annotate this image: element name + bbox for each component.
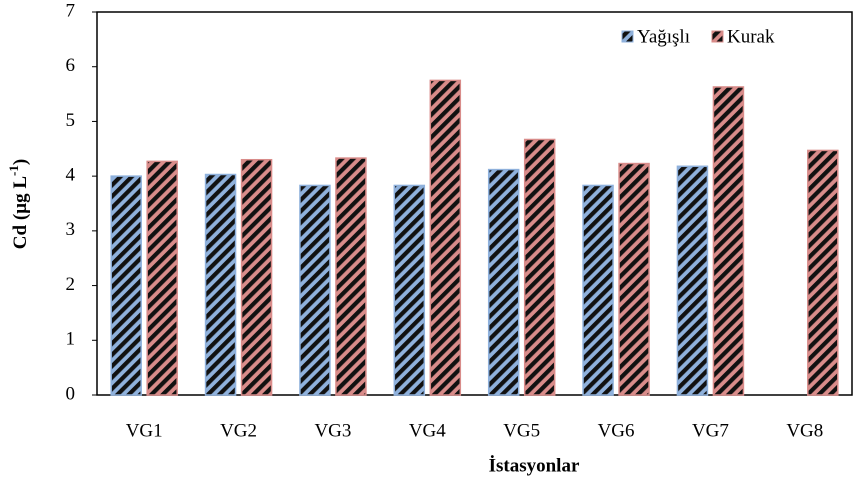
bar	[240, 158, 273, 396]
y-tick-label: 3	[66, 219, 76, 240]
y-tick-label: 6	[66, 55, 76, 76]
bar	[523, 138, 556, 396]
y-label-end: )	[10, 159, 31, 165]
legend-swatch	[621, 30, 634, 43]
x-tick-label: VG5	[503, 420, 540, 441]
legend-swatch	[711, 30, 724, 43]
x-axis-label: İstasyonlar	[489, 455, 580, 476]
x-tick-label: VG1	[126, 420, 163, 441]
bar	[110, 175, 142, 396]
x-tick-label: VG4	[409, 420, 446, 441]
bar	[335, 157, 367, 396]
legend-label: Yağışlı	[637, 26, 690, 47]
bar	[712, 86, 745, 396]
bar	[676, 165, 709, 396]
bar	[618, 162, 650, 396]
bar	[393, 184, 426, 396]
x-tick-label: VG8	[786, 420, 823, 441]
bar	[204, 173, 237, 396]
bar	[807, 149, 839, 396]
y-label-sup: -1	[6, 165, 21, 176]
x-tick-label: VG2	[220, 420, 257, 441]
y-tick-label: 1	[66, 329, 76, 350]
y-tick-label: 0	[66, 383, 76, 404]
plot-frame	[96, 11, 853, 396]
y-tick-label: 4	[66, 165, 76, 186]
y-tick-label: 7	[66, 0, 76, 21]
x-tick-label: VG7	[692, 420, 729, 441]
legend-label: Kurak	[727, 26, 775, 47]
y-tick-label: 2	[66, 274, 76, 295]
bar	[487, 168, 520, 396]
x-tick-label: VG3	[314, 420, 351, 441]
bar	[299, 184, 331, 396]
y-axis-label: Cd (µg L-1)	[6, 159, 31, 249]
bar	[582, 184, 614, 396]
bar	[429, 79, 462, 396]
x-tick-label: VG6	[598, 420, 635, 441]
y-tick-label: 5	[66, 110, 76, 131]
y-label-main: Cd (µg L	[10, 176, 31, 249]
bar	[146, 160, 178, 396]
